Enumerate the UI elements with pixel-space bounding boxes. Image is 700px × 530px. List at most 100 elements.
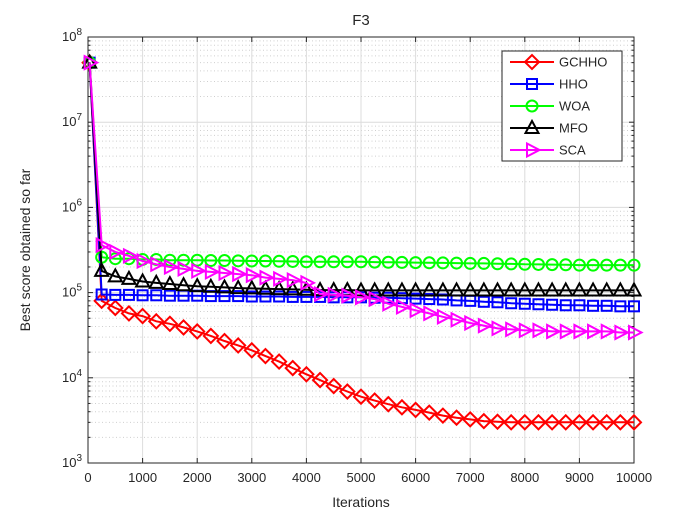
woa-circle-marker bbox=[504, 257, 518, 271]
woa-circle-marker bbox=[477, 256, 491, 270]
hho-square-marker bbox=[259, 290, 272, 303]
sca-triangle-right-marker bbox=[355, 289, 371, 306]
y-tick-label: 103 bbox=[62, 453, 82, 470]
woa-circle-marker bbox=[613, 258, 627, 272]
mfo-triangle-up-marker bbox=[584, 281, 602, 297]
x-tick-label: 0 bbox=[84, 470, 91, 485]
hho-square-marker bbox=[518, 297, 531, 310]
hho-square-marker bbox=[109, 288, 122, 301]
hho-square-marker bbox=[505, 297, 518, 310]
gchho-diamond-marker bbox=[106, 299, 124, 317]
sca-triangle-right-marker bbox=[409, 302, 426, 319]
hho-square-marker bbox=[122, 288, 135, 301]
legend: GCHHO HHO WOA MFO SCA bbox=[501, 50, 623, 162]
woa-circle-marker bbox=[231, 254, 245, 268]
gchho-diamond-marker bbox=[270, 353, 288, 370]
mfo-triangle-up-marker bbox=[284, 280, 301, 296]
sca-triangle-right-marker bbox=[259, 269, 276, 286]
hho-square-marker bbox=[218, 290, 231, 303]
gchho-diamond-marker bbox=[120, 304, 138, 322]
sca-triangle-right-marker bbox=[136, 252, 153, 270]
sca-triangle-right-marker bbox=[83, 54, 100, 71]
gchho-diamond-marker bbox=[284, 359, 302, 377]
woa-circle-marker bbox=[327, 255, 341, 269]
x-tick-label: 4000 bbox=[292, 470, 321, 485]
mfo-triangle-up-marker bbox=[625, 281, 643, 297]
sca-triangle-right-marker bbox=[286, 272, 303, 289]
woa-circle-marker bbox=[531, 257, 545, 271]
hho-square-marker bbox=[532, 298, 545, 311]
gchho-diamond-marker bbox=[93, 292, 111, 310]
x-tick-label: 9000 bbox=[565, 470, 594, 485]
hho-square-marker bbox=[95, 288, 108, 301]
mfo-triangle-up-marker bbox=[257, 279, 274, 295]
woa-circle-marker bbox=[559, 258, 573, 272]
woa-circle-marker bbox=[368, 255, 382, 269]
sca-triangle-right-marker bbox=[518, 322, 535, 339]
gchho-diamond-marker bbox=[202, 327, 220, 345]
mfo-triangle-up-marker bbox=[475, 281, 493, 297]
mfo-triangle-up-marker bbox=[598, 281, 615, 297]
sca-triangle-right-marker bbox=[191, 262, 207, 279]
hho-square-marker bbox=[491, 296, 504, 309]
woa-circle-marker bbox=[313, 255, 327, 269]
mfo-triangle-up-marker bbox=[189, 277, 206, 293]
y-tick-label: 105 bbox=[62, 283, 82, 300]
mfo-triangle-up-marker bbox=[229, 278, 247, 295]
sca-triangle-right-marker bbox=[600, 323, 617, 340]
gchho-diamond-marker bbox=[366, 392, 384, 410]
hho-square-marker bbox=[300, 290, 313, 303]
sca-triangle-right-marker bbox=[218, 264, 235, 282]
hho-square-marker bbox=[232, 290, 245, 303]
hho-square-marker bbox=[546, 298, 559, 311]
sca-triangle-right-marker bbox=[150, 256, 166, 273]
gchho-diamond-marker bbox=[257, 347, 274, 365]
sca-triangle-right-marker bbox=[177, 260, 194, 277]
mfo-triangle-up-marker bbox=[148, 273, 165, 289]
gchho-diamond-marker bbox=[393, 398, 411, 416]
woa-circle-marker bbox=[545, 258, 559, 272]
gchho-diamond-marker bbox=[147, 312, 165, 330]
woa-circle-marker bbox=[190, 253, 204, 267]
hho-square-marker bbox=[273, 290, 286, 303]
woa-circle-marker bbox=[491, 257, 504, 271]
legend-label-hho: HHO bbox=[559, 77, 588, 92]
mfo-triangle-up-marker bbox=[216, 278, 233, 294]
x-axis-label: Iterations bbox=[332, 494, 390, 510]
woa-circle-marker bbox=[395, 255, 409, 269]
x-tick-label: 7000 bbox=[456, 470, 485, 485]
mfo-triangle-up-marker bbox=[543, 281, 561, 297]
woa-circle-marker bbox=[518, 257, 532, 271]
woa-circle-marker bbox=[525, 99, 539, 113]
hho-square-marker bbox=[150, 289, 163, 302]
y-tick-label: 104 bbox=[62, 368, 82, 385]
mfo-triangle-up-marker bbox=[462, 281, 479, 297]
hho-square-marker bbox=[423, 293, 436, 306]
woa-circle-marker bbox=[258, 254, 272, 268]
sca-triangle-right-marker bbox=[273, 270, 289, 287]
gchho-diamond-marker bbox=[175, 319, 192, 336]
gchho-diamond-marker bbox=[338, 383, 356, 400]
sca-triangle-right-marker bbox=[505, 321, 521, 338]
y-axis-label: Best score obtained so far bbox=[17, 168, 33, 331]
mfo-triangle-up-marker bbox=[523, 118, 541, 134]
mfo-triangle-up-marker bbox=[421, 281, 438, 297]
gchho-diamond-marker bbox=[297, 365, 315, 383]
sca-triangle-right-marker bbox=[614, 324, 631, 341]
sca-triangle-right-marker bbox=[573, 323, 590, 340]
mfo-triangle-up-marker bbox=[175, 276, 192, 292]
sca-triangle-right-marker bbox=[204, 263, 221, 281]
gchho-diamond-marker bbox=[379, 395, 397, 413]
sca-triangle-right-marker bbox=[382, 295, 398, 312]
woa-circle-marker bbox=[450, 256, 464, 270]
legend-label-woa: WOA bbox=[559, 99, 590, 114]
mfo-triangle-up-marker bbox=[243, 279, 260, 295]
x-tick-label: 3000 bbox=[237, 470, 266, 485]
woa-circle-marker bbox=[299, 255, 313, 269]
gchho-diamond-marker bbox=[434, 407, 452, 425]
mfo-triangle-up-marker bbox=[530, 281, 547, 297]
sca-triangle-right-marker bbox=[450, 311, 467, 328]
gchho-diamond-marker bbox=[523, 53, 541, 71]
hho-square-marker bbox=[163, 289, 176, 302]
